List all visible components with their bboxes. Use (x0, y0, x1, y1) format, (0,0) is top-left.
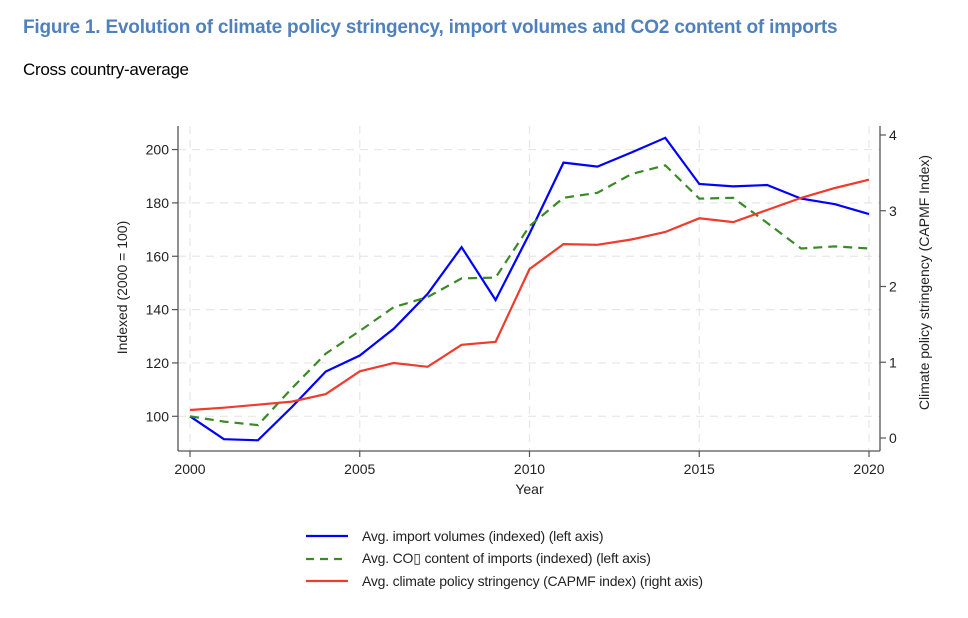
legend-item-policy-stringency: Avg. climate policy stringency (CAPMF in… (306, 570, 703, 593)
series-import-volumes (189, 136, 870, 442)
tick-marks: 100 120 140 160 180 200 2000 2005 2010 2015 2020 0 1… (146, 127, 897, 477)
x-tick-label: 2020 (853, 461, 884, 477)
figure-subtitle: Cross country-average (23, 60, 189, 79)
series-lines (189, 136, 870, 442)
x-tick-label: 2010 (514, 461, 545, 477)
left-y-tick-label: 140 (146, 302, 170, 318)
left-y-tick-label: 160 (146, 248, 170, 264)
x-tick-label: 2005 (344, 461, 375, 477)
series-policy-stringency (189, 178, 870, 412)
legend-swatch-co2-content (306, 554, 350, 564)
legend-label: Avg. import volumes (indexed) (left axis… (362, 528, 604, 545)
legend-label: Avg. CO▯ content of imports (indexed) (l… (362, 550, 651, 567)
left-y-tick-label: 200 (146, 142, 170, 158)
chart-legend: Avg. import volumes (indexed) (left axis… (306, 525, 703, 593)
x-axis-label: Year (515, 481, 544, 497)
left-y-tick-label: 180 (146, 195, 170, 211)
legend-item-import-volumes: Avg. import volumes (indexed) (left axis… (306, 525, 703, 548)
legend-swatch-import-volumes (306, 531, 350, 541)
right-y-tick-label: 0 (889, 430, 897, 446)
figure-title: Figure 1. Evolution of climate policy st… (23, 17, 838, 38)
x-tick-label: 2000 (174, 461, 205, 477)
x-tick-label: 2015 (684, 461, 715, 477)
legend-swatch-policy-stringency (306, 576, 350, 586)
right-y-tick-label: 1 (889, 354, 897, 370)
left-y-tick-label: 120 (146, 355, 170, 371)
right-y-tick-label: 2 (889, 279, 897, 295)
left-y-tick-label: 100 (146, 408, 170, 424)
right-y-tick-label: 4 (889, 127, 897, 143)
gridlines (178, 126, 880, 451)
right-y-tick-label: 3 (889, 203, 897, 219)
legend-label: Avg. climate policy stringency (CAPMF in… (362, 573, 703, 590)
left-y-axis-label: Indexed (2000 = 100) (114, 221, 130, 355)
legend-item-co2-content: Avg. CO▯ content of imports (indexed) (l… (306, 548, 703, 571)
right-y-axis-label: Climate policy stringency (CAPMF Index) (916, 155, 932, 410)
